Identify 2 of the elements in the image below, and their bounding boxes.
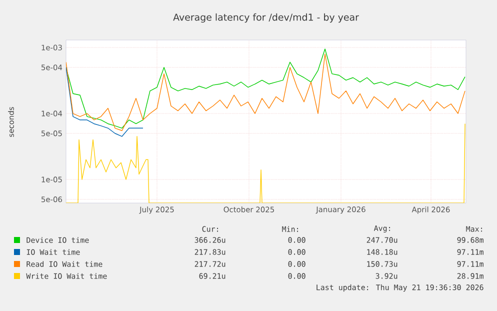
line-series (66, 123, 466, 204)
chart-title: Average latency for /dev/md1 - by year (173, 13, 359, 23)
